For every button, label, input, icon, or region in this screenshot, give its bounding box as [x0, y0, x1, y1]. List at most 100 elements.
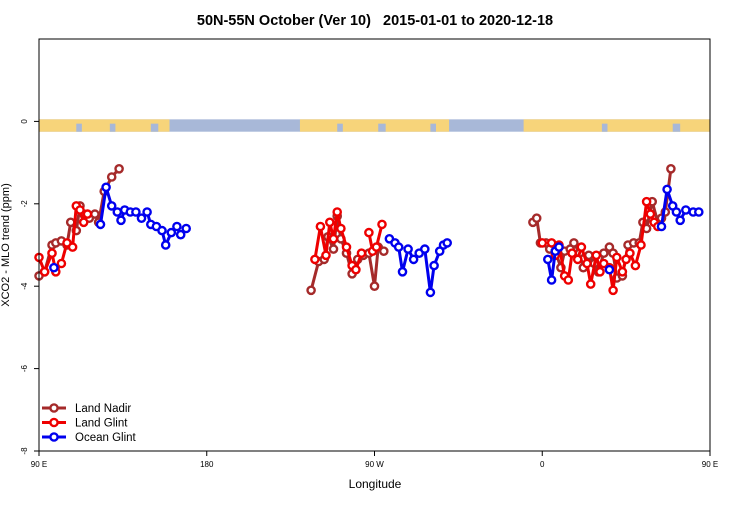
data-point	[136, 213, 147, 223]
legend-swatch-marker	[49, 432, 59, 442]
data-point	[572, 254, 583, 265]
series-layer	[34, 163, 704, 298]
data-point	[101, 182, 111, 193]
data-point	[160, 240, 171, 250]
data-point	[306, 285, 316, 296]
data-point	[567, 248, 577, 258]
y-tick-label: -6	[20, 364, 29, 372]
data-point	[425, 287, 436, 298]
data-point	[595, 266, 605, 277]
data-point	[585, 279, 596, 289]
data-point	[681, 205, 691, 215]
data-point	[112, 207, 123, 217]
data-point	[49, 262, 59, 273]
land-band	[523, 119, 710, 132]
data-point	[310, 254, 320, 265]
data-point	[554, 242, 564, 252]
chart-title: 50N-55N October (Ver 10) 2015-01-01 to 2…	[197, 13, 553, 29]
data-point	[341, 242, 352, 252]
data-point	[328, 233, 339, 244]
data-point	[47, 248, 57, 258]
axis-layer: 90 E 180 90 W 0 90 E 0 -2 -4 -6 -8	[20, 119, 718, 469]
y-tick-label: -2	[20, 200, 29, 208]
data-point	[612, 252, 622, 263]
x-tick-label: 90 E	[31, 460, 47, 469]
data-point	[39, 266, 50, 277]
legend-label: Land Nadir	[75, 403, 131, 415]
data-point	[604, 264, 615, 275]
data-point	[675, 215, 686, 226]
ocean-notch	[378, 123, 386, 132]
data-point	[641, 196, 652, 207]
data-point	[630, 260, 641, 271]
data-point	[378, 246, 389, 256]
ocean-notch	[109, 123, 116, 132]
data-point	[116, 215, 126, 226]
data-point	[371, 242, 382, 252]
data-point	[608, 285, 618, 296]
legend-swatch-marker	[49, 417, 59, 428]
data-point	[397, 266, 408, 277]
data-point	[142, 207, 152, 217]
data-point	[543, 254, 553, 265]
y-tick-label: -4	[20, 282, 29, 290]
legend-swatch-marker	[49, 403, 59, 413]
x-tick-label: 90 E	[702, 460, 718, 469]
data-point	[67, 242, 78, 252]
data-point	[546, 238, 557, 248]
ocean-notch	[430, 123, 437, 132]
x-tick-label: 0	[540, 460, 545, 469]
data-point	[546, 275, 557, 285]
data-point	[332, 207, 343, 217]
data-point	[537, 238, 548, 248]
data-point	[321, 250, 331, 261]
data-point	[131, 207, 141, 217]
ocean-notch	[76, 123, 82, 132]
data-point	[157, 225, 167, 236]
data-point	[56, 258, 67, 269]
data-point	[531, 213, 542, 223]
data-point	[95, 219, 106, 230]
land-band	[39, 119, 170, 132]
data-point	[106, 172, 117, 182]
data-point	[336, 223, 346, 234]
x-axis-label: Longitude	[349, 477, 402, 491]
land-ocean-strip	[39, 119, 710, 132]
data-point	[645, 209, 656, 219]
data-point	[666, 163, 676, 174]
data-point	[656, 221, 667, 232]
data-point	[694, 207, 704, 217]
data-point	[671, 207, 682, 217]
data-point	[166, 227, 177, 238]
y-axis-label: XCO2 - MLO trend (ppm)	[0, 183, 12, 306]
data-point	[636, 240, 646, 250]
data-point	[106, 201, 117, 211]
data-point	[114, 163, 124, 174]
legend-item: Land Nadir	[42, 403, 131, 415]
x-tick-label: 90 W	[365, 460, 384, 469]
data-point	[403, 244, 413, 254]
data-point	[429, 260, 439, 271]
data-point	[662, 184, 672, 195]
data-point	[576, 242, 587, 252]
data-point	[78, 217, 89, 228]
data-point	[172, 221, 182, 232]
data-point	[569, 238, 579, 248]
data-point	[617, 266, 628, 277]
ocean-notch	[337, 123, 343, 132]
data-point	[419, 244, 430, 254]
data-point	[369, 281, 380, 292]
legend: Land Nadir Land Glint Ocean Glint	[42, 403, 137, 444]
data-point	[82, 209, 93, 219]
data-point	[356, 248, 367, 258]
data-point	[324, 217, 335, 228]
data-point	[90, 209, 100, 219]
ocean-notch	[672, 123, 681, 132]
series-ocean-glint	[49, 182, 704, 298]
data-point	[351, 264, 361, 275]
legend-label: Ocean Glint	[75, 432, 137, 444]
data-point	[582, 258, 592, 269]
data-point	[75, 205, 85, 215]
